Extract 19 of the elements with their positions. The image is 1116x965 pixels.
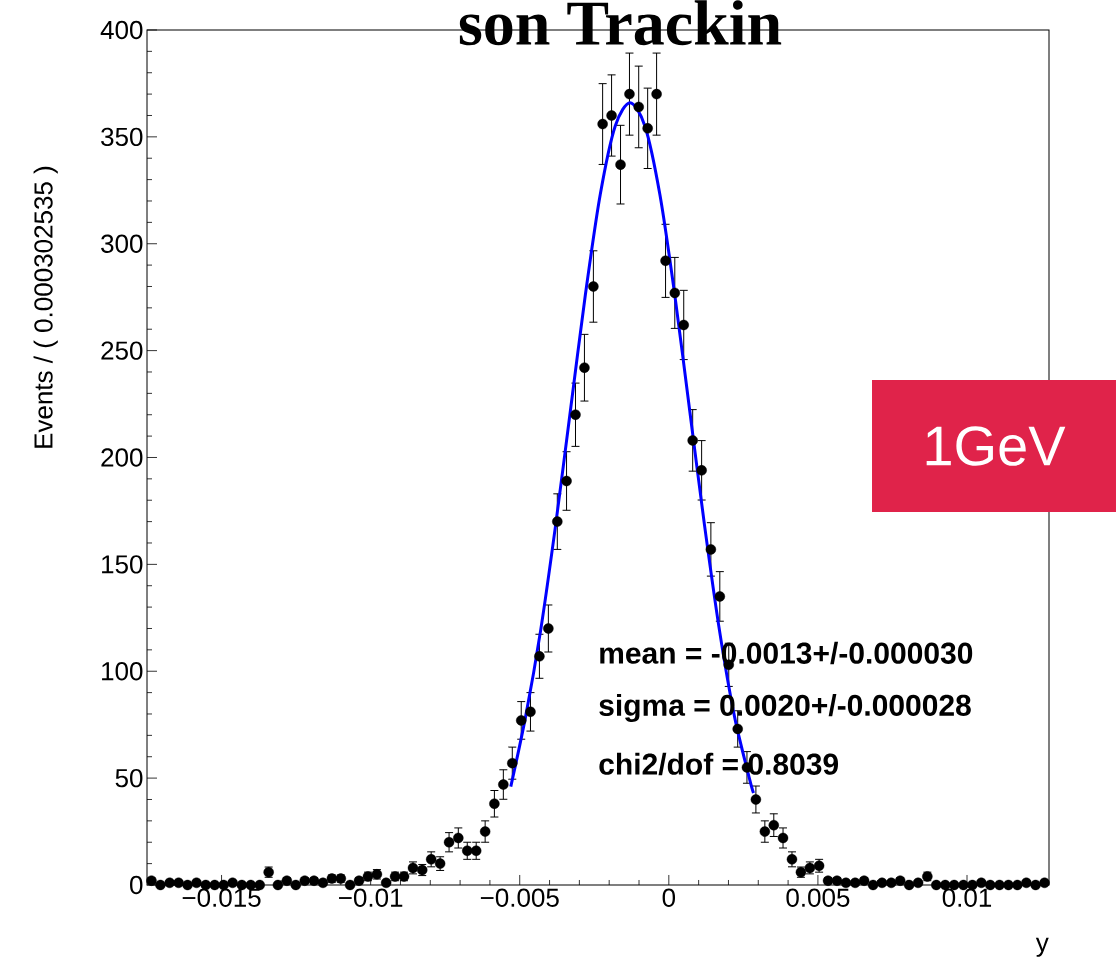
- y-tick-label: 300: [101, 234, 143, 253]
- y-tick-label: 200: [101, 448, 143, 467]
- x-tick-label: −0.005: [480, 888, 559, 907]
- y-tick-label: 250: [101, 341, 143, 360]
- x-tick-label: 0.005: [786, 888, 850, 907]
- y-tick-label: 350: [101, 127, 143, 147]
- x-tick-label: −0.01: [339, 888, 403, 907]
- chart-title: son Trackin: [459, 0, 782, 46]
- y-tick-label: 150: [102, 555, 143, 574]
- y-tick-label: 100: [102, 662, 143, 681]
- x-tick-label: 0: [662, 888, 676, 907]
- y-tick-label: 400: [100, 20, 143, 40]
- y-axis-title: Events / ( 0.000302535 ): [33, 166, 58, 448]
- annotation: chi2/dof = 0.8039: [599, 752, 839, 776]
- y-tick-label: 50: [115, 768, 143, 788]
- x-axis-title: y: [1035, 937, 1049, 957]
- x-tick-label: 0.01: [942, 888, 992, 907]
- annotation: 1GeV: [926, 426, 1066, 466]
- x-tick-label: −0.015: [182, 888, 261, 907]
